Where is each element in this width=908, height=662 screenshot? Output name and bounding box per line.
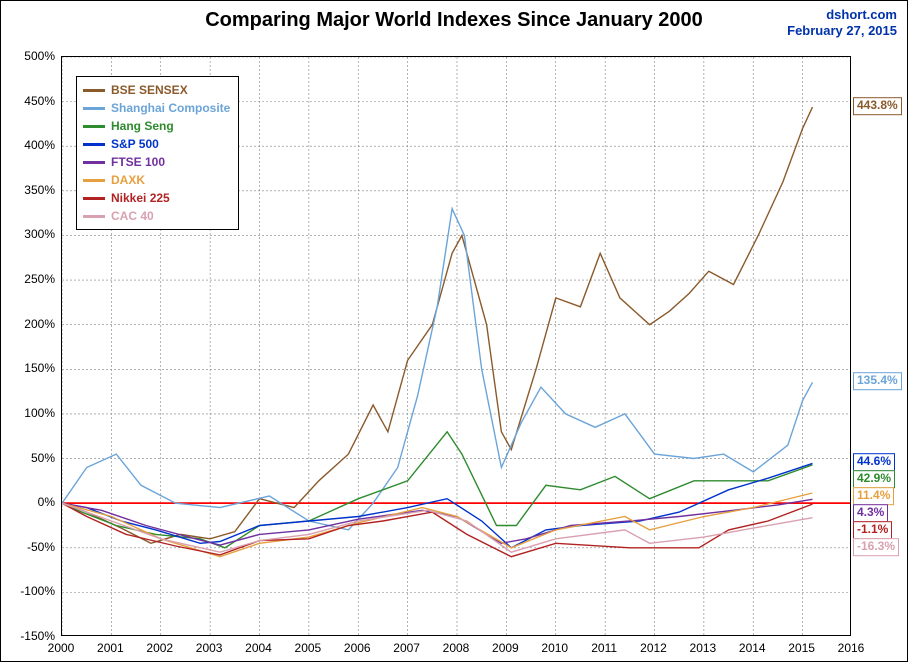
y-axis-tick-label: 50% [5,451,55,465]
series-end-label: 11.4% [853,488,894,506]
legend-label: BSE SENSEX [111,83,188,97]
chart-attribution: dshort.com February 27, 2015 [787,7,897,38]
y-axis-tick-label: -100% [5,584,55,598]
legend-swatch [83,215,105,218]
legend-swatch [83,89,105,92]
series-end-label: 4.3% [853,505,888,523]
x-axis-tick-label: 2014 [739,641,766,655]
series-line [62,463,813,547]
series-end-label: 42.9% [853,471,895,489]
legend-item: BSE SENSEX [83,81,230,99]
y-axis-tick-label: 400% [5,138,55,152]
attribution-date: February 27, 2015 [787,23,897,38]
y-axis-tick-label: 250% [5,272,55,286]
legend-swatch [83,107,105,110]
x-axis-tick-label: 2009 [492,641,519,655]
y-axis-tick-label: 350% [5,183,55,197]
y-axis-tick-label: 100% [5,406,55,420]
legend-item: S&P 500 [83,135,230,153]
x-axis-tick-label: 2011 [591,641,617,655]
y-axis-tick-label: -50% [5,540,55,554]
series-end-label: -1.1% [853,522,892,540]
legend-swatch [83,197,105,200]
x-axis-tick-label: 2000 [48,641,75,655]
legend-item: FTSE 100 [83,153,230,171]
legend-label: CAC 40 [111,209,154,223]
chart-container: Comparing Major World Indexes Since Janu… [0,0,908,662]
series-end-label: 135.4% [853,373,902,391]
legend-item: Hang Seng [83,117,230,135]
legend-label: S&P 500 [111,137,159,151]
x-axis-tick-label: 2006 [344,641,371,655]
legend-label: FTSE 100 [111,155,165,169]
x-axis-tick-label: 2012 [640,641,667,655]
legend-swatch [83,179,105,182]
y-axis-tick-label: 200% [5,317,55,331]
x-axis-tick-label: 2013 [690,641,717,655]
legend-item: Shanghai Composite [83,99,230,117]
legend-label: Nikkei 225 [111,191,170,205]
x-axis-tick-label: 2004 [245,641,272,655]
legend-label: DAXK [111,173,145,187]
x-axis-tick-label: 2002 [146,641,173,655]
legend-label: Hang Seng [111,119,174,133]
legend-label: Shanghai Composite [111,101,230,115]
legend-swatch [83,161,105,164]
chart-legend: BSE SENSEX Shanghai Composite Hang Seng S&P… [76,76,239,230]
series-line [62,503,813,552]
x-axis-tick-label: 2015 [788,641,815,655]
x-axis-tick-label: 2001 [97,641,124,655]
legend-item: Nikkei 225 [83,189,230,207]
legend-swatch [83,125,105,128]
y-axis-tick-label: 0% [5,495,55,509]
chart-title: Comparing Major World Indexes Since Janu… [1,9,907,32]
series-line [62,432,813,548]
x-axis-tick-label: 2007 [393,641,420,655]
y-axis-tick-label: 450% [5,94,55,108]
y-axis-tick-label: 500% [5,49,55,63]
series-end-label: 443.8% [853,97,902,115]
series-end-label: 44.6% [853,454,895,472]
x-axis-tick-label: 2005 [295,641,322,655]
x-axis-tick-label: 2008 [443,641,470,655]
x-axis-tick-label: 2016 [838,641,865,655]
series-end-label: -16.3% [853,539,899,557]
legend-item: CAC 40 [83,207,230,225]
legend-item: DAXK [83,171,230,189]
x-axis-tick-label: 2003 [196,641,223,655]
y-axis-tick-label: 300% [5,227,55,241]
attribution-site: dshort.com [826,7,897,22]
x-axis-tick-label: 2010 [541,641,568,655]
legend-swatch [83,143,105,146]
y-axis-tick-label: 150% [5,361,55,375]
